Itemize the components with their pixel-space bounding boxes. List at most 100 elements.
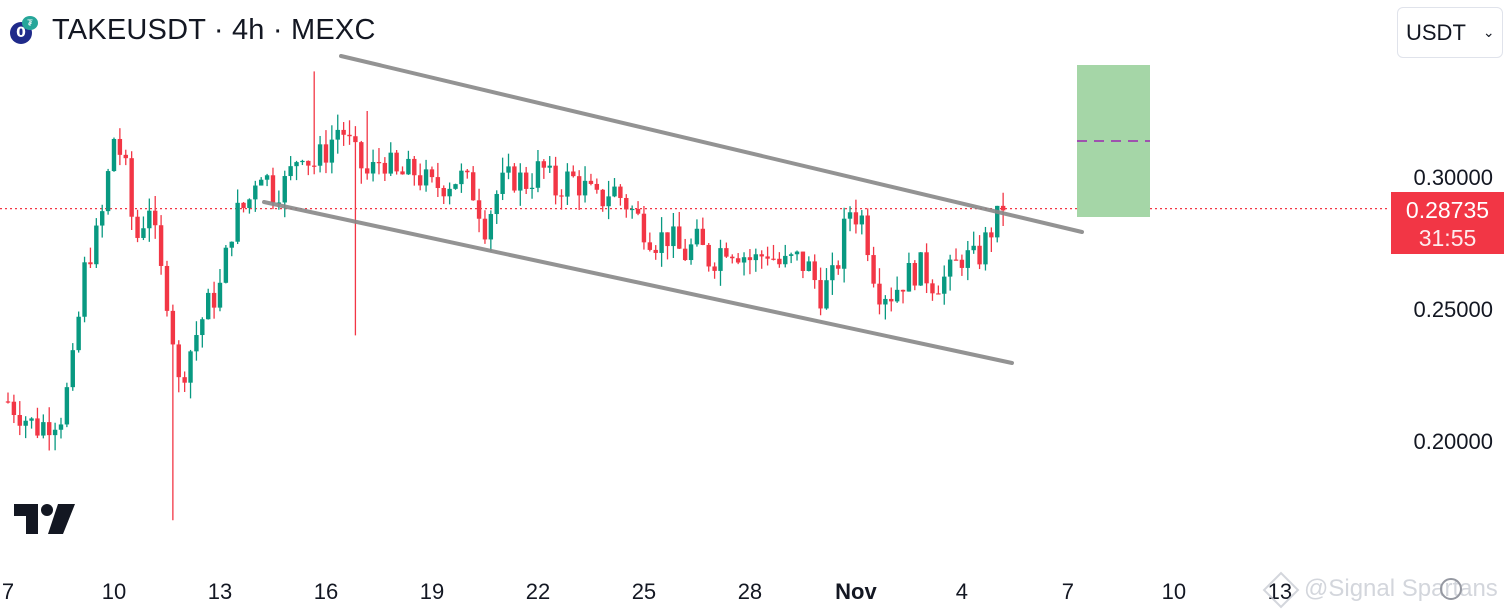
x-tick-label: 13 bbox=[1268, 579, 1292, 604]
candle-body bbox=[353, 136, 358, 143]
candle-body bbox=[965, 250, 970, 268]
candle-body bbox=[105, 171, 111, 212]
candle-body bbox=[41, 422, 46, 436]
candle-body bbox=[258, 179, 264, 186]
candle-body bbox=[706, 244, 711, 267]
candle-body bbox=[382, 162, 388, 174]
candle-body bbox=[947, 259, 953, 277]
candle-body bbox=[594, 183, 600, 190]
candle-body bbox=[317, 144, 323, 166]
candle-body bbox=[294, 162, 299, 167]
candle-body bbox=[800, 251, 806, 271]
candle-body bbox=[341, 129, 346, 135]
candle-body bbox=[206, 292, 211, 320]
candle-body bbox=[659, 232, 664, 253]
candle-body bbox=[730, 256, 735, 259]
candle-body bbox=[111, 138, 117, 172]
candle-body bbox=[624, 197, 629, 210]
x-tick-label: 13 bbox=[208, 579, 232, 604]
candle-body bbox=[741, 257, 747, 263]
candle-body bbox=[129, 158, 134, 217]
y-tick-label: 0.20000 bbox=[1413, 429, 1493, 454]
candle-body bbox=[635, 208, 641, 214]
candle-body bbox=[323, 144, 329, 163]
candle-body bbox=[453, 184, 458, 189]
candle-body bbox=[70, 350, 75, 388]
candle-body bbox=[311, 165, 317, 167]
candle-body bbox=[924, 252, 929, 284]
candle-body bbox=[211, 292, 217, 308]
candle-body bbox=[170, 310, 176, 345]
candle-body bbox=[447, 188, 452, 197]
tether-tag-icon: ₮ bbox=[22, 15, 38, 30]
candle-body bbox=[11, 401, 17, 416]
watermark-text: @Signal Spartans bbox=[1304, 575, 1498, 602]
candle-body bbox=[535, 161, 541, 188]
x-tick-label: 19 bbox=[420, 579, 444, 604]
x-tick-label: 7 bbox=[1062, 579, 1074, 604]
candle-body bbox=[435, 177, 441, 188]
chart-header: 0 ₮ TAKEUSDT · 4h · MEXC bbox=[8, 14, 376, 47]
candle-body bbox=[376, 162, 382, 164]
candle-body bbox=[506, 166, 511, 173]
candle-body bbox=[783, 255, 788, 265]
candle-body bbox=[82, 262, 87, 317]
settings-icon[interactable] bbox=[1440, 578, 1462, 600]
candles-group bbox=[5, 71, 1006, 521]
candle-body bbox=[547, 165, 552, 168]
candle-body bbox=[688, 244, 694, 261]
candle-body bbox=[830, 265, 835, 281]
last-price-value: 0.28735 bbox=[1405, 197, 1490, 223]
x-tick-label: 7 bbox=[2, 579, 14, 604]
candle-body bbox=[529, 187, 535, 189]
candle-body bbox=[912, 262, 918, 286]
candle-body bbox=[735, 258, 741, 263]
candle-body bbox=[694, 228, 700, 245]
candle-body bbox=[629, 208, 635, 211]
candle-body bbox=[588, 180, 594, 184]
candle-body bbox=[300, 160, 305, 163]
candle-body bbox=[918, 252, 923, 286]
candle-body bbox=[582, 180, 588, 196]
candle-body bbox=[400, 171, 405, 175]
symbol-title[interactable]: TAKEUSDT · 4h · MEXC bbox=[52, 14, 376, 46]
candle-body bbox=[476, 200, 482, 219]
last-price-badge: 0.28735 31:55 bbox=[1391, 192, 1504, 254]
candle-body bbox=[788, 254, 794, 256]
x-tick-label: 25 bbox=[632, 579, 656, 604]
candle-body bbox=[17, 415, 22, 426]
candle-body bbox=[470, 172, 476, 201]
candle-body bbox=[518, 172, 523, 191]
candle-body bbox=[759, 254, 764, 257]
candle-body bbox=[100, 211, 105, 226]
candle-body bbox=[276, 202, 282, 204]
candle-body bbox=[494, 193, 499, 215]
candle-body bbox=[700, 228, 706, 245]
currency-select[interactable]: USDT ⌄ bbox=[1397, 7, 1503, 58]
tradingview-logo-icon[interactable] bbox=[14, 502, 76, 536]
candle-body bbox=[942, 276, 947, 294]
candle-body bbox=[771, 258, 776, 260]
watermark: @Signal Spartans bbox=[1262, 571, 1498, 609]
candle-countdown: 31:55 bbox=[1418, 225, 1477, 251]
candle-body bbox=[264, 175, 270, 180]
candle-body bbox=[753, 254, 759, 261]
candle-body bbox=[88, 262, 93, 265]
y-tick-label: 0.30000 bbox=[1413, 165, 1493, 190]
candle-body bbox=[417, 175, 423, 186]
candle-body bbox=[724, 248, 729, 257]
candle-body bbox=[665, 232, 670, 247]
candle-body bbox=[847, 212, 853, 219]
candle-body bbox=[523, 172, 529, 189]
candle-body bbox=[559, 195, 564, 197]
candle-body bbox=[394, 152, 399, 172]
x-tick-label: 28 bbox=[738, 579, 762, 604]
candle-body bbox=[94, 225, 99, 265]
candle-body bbox=[35, 418, 40, 436]
candle-body bbox=[712, 266, 717, 271]
candle-body bbox=[76, 316, 81, 351]
candle-body bbox=[865, 215, 870, 256]
candle-body bbox=[270, 175, 276, 203]
candle-body bbox=[971, 245, 976, 251]
